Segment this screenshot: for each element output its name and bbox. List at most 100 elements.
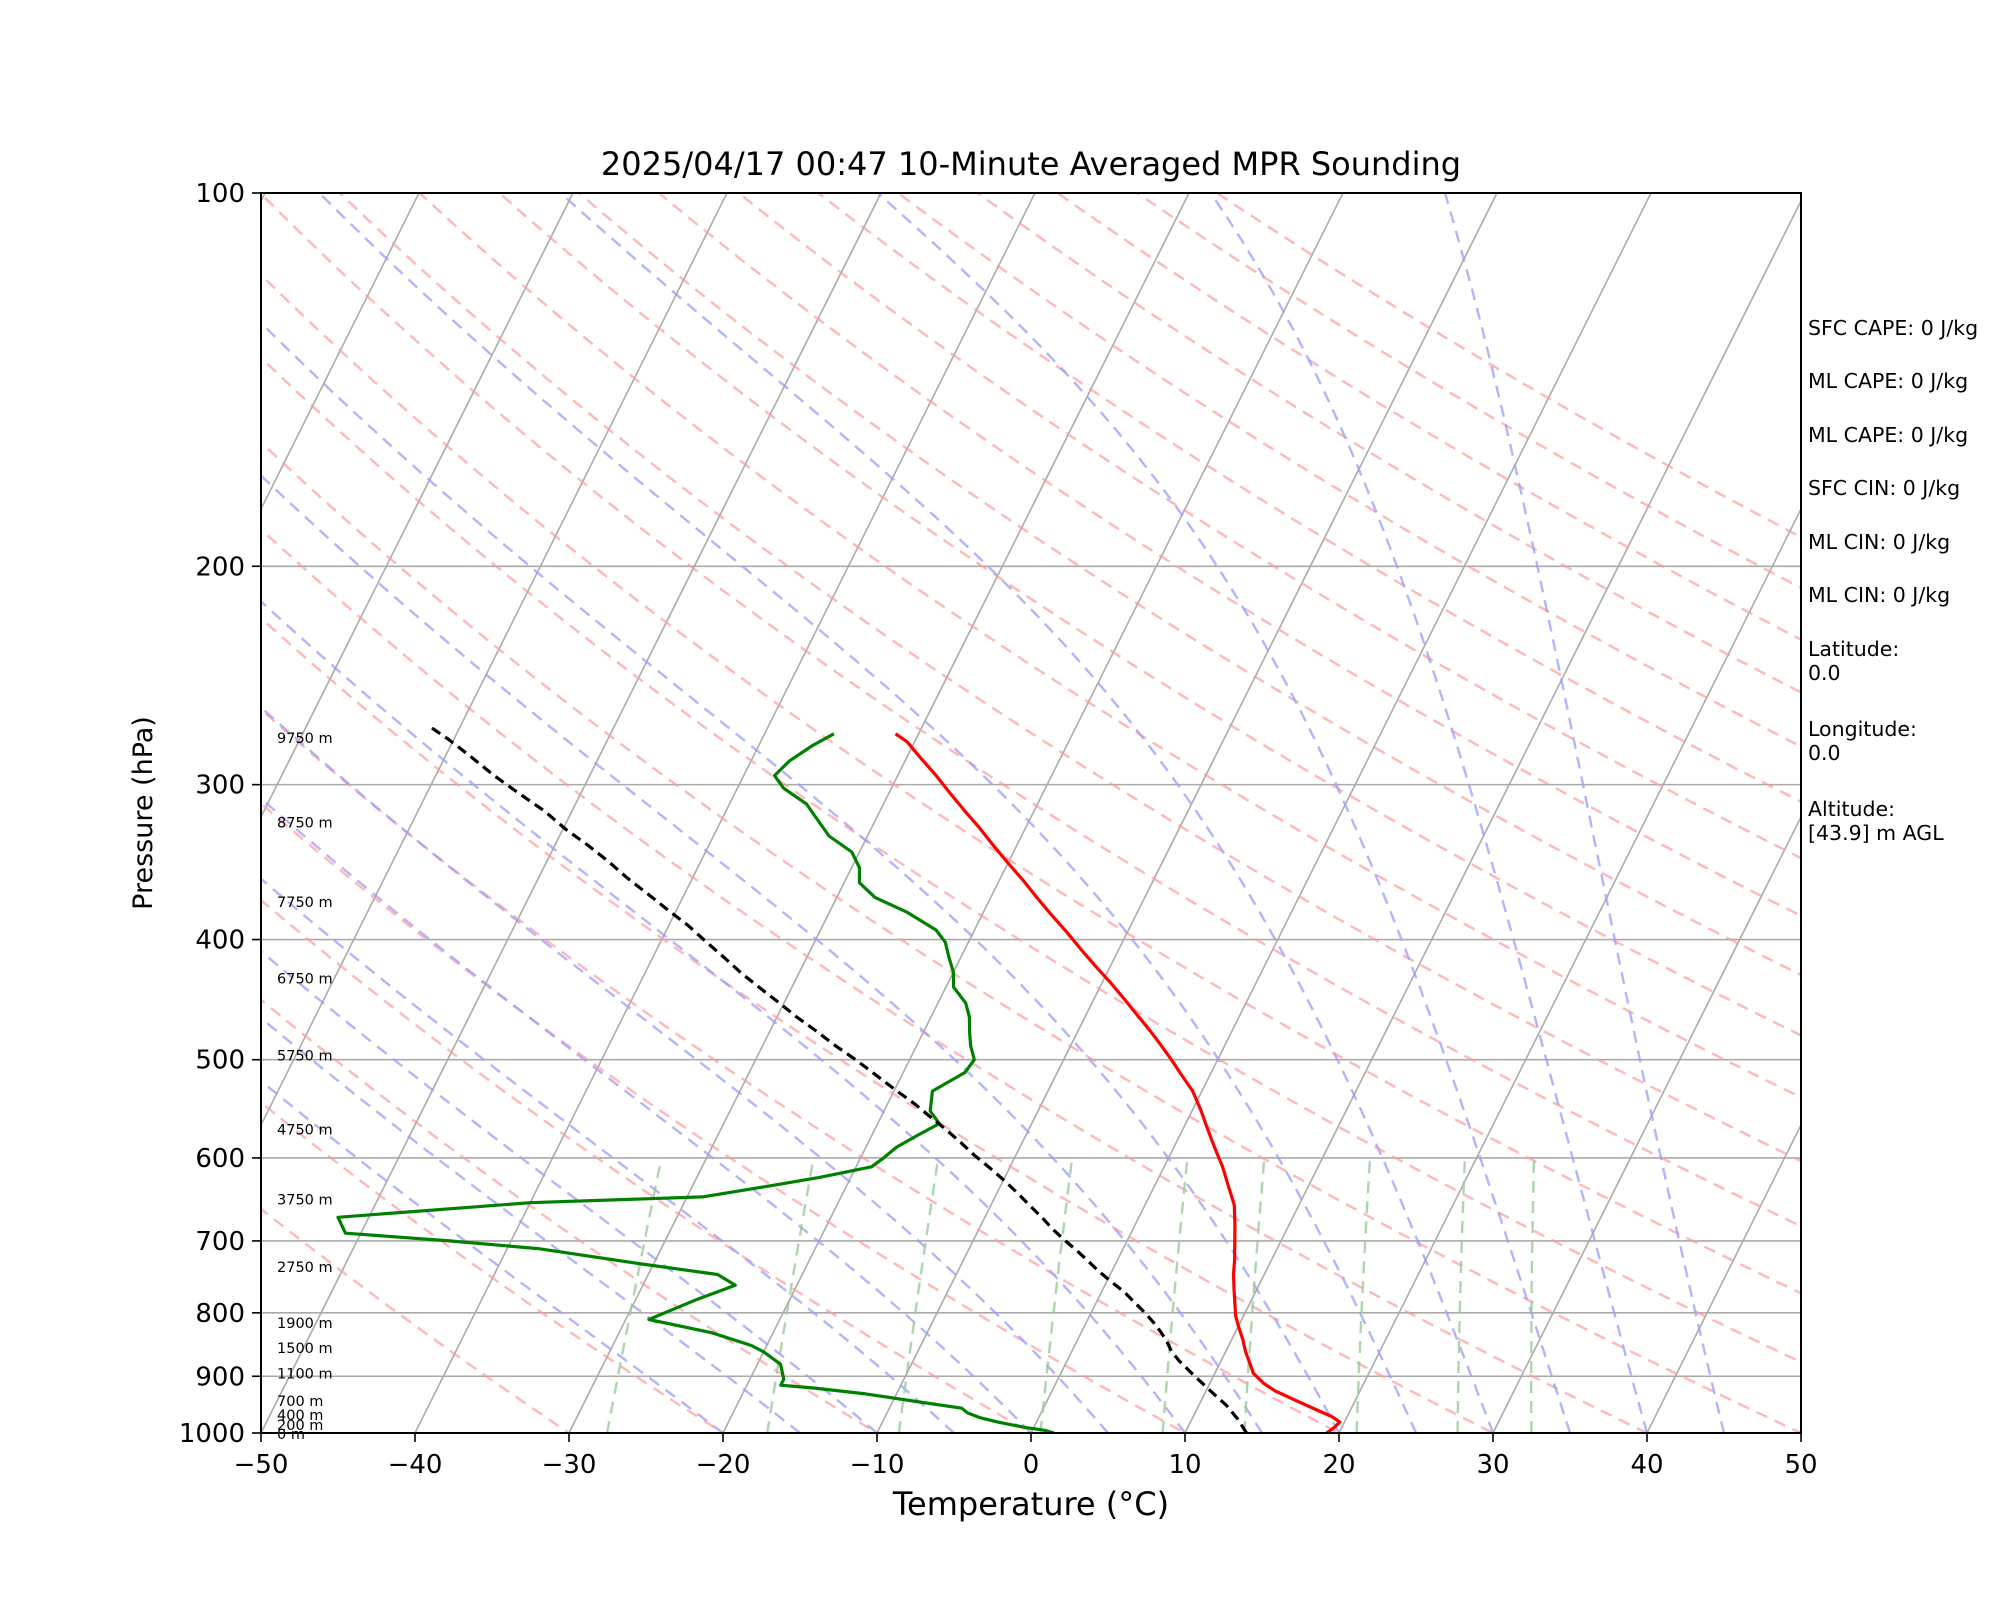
y-tick-label: 700 (195, 1227, 245, 1257)
height-label: 0 m (277, 1427, 305, 1443)
moist-adiabat-line (876, 193, 1572, 1433)
ml-cin-text-2: ML CIN: 0 J/kg (1808, 583, 1951, 607)
dry-adiabat-line (261, 998, 880, 1433)
moist-adiabat-line (261, 949, 878, 1433)
y-tick-label: 500 (195, 1046, 245, 1076)
isotherm-line (1492, 815, 1801, 1433)
moist-adiabat-line (559, 193, 1495, 1433)
longitude-value: 0.0 (1808, 741, 1841, 765)
height-label: 1900 m (277, 1316, 333, 1332)
moist-adiabat-line (261, 1079, 724, 1433)
isotherm-line (1646, 1123, 1801, 1433)
dry-adiabat-line (736, 193, 1801, 860)
sfc-cin-text: SFC CIN: 0 J/kg (1808, 476, 1961, 500)
mixing-ratio-line (1355, 1157, 1372, 1433)
height-label: 7750 m (277, 895, 333, 911)
moist-adiabat-line (261, 599, 1186, 1433)
x-tick-label: 20 (1322, 1450, 1355, 1480)
height-label: 200 m (277, 1418, 323, 1434)
isotherm-line (1030, 193, 1652, 1433)
y-tick-label: 600 (195, 1144, 245, 1174)
height-label: 5750 m (277, 1048, 333, 1064)
mixing-ratio-line (897, 1157, 940, 1433)
dry-adiabat-line (417, 193, 1801, 1099)
dry-adiabat-line (261, 193, 1801, 1228)
moist-adiabat-line (261, 1016, 801, 1433)
dewpoint-profile-line (336, 732, 1055, 1433)
height-label: 3750 m (277, 1192, 333, 1208)
y-axis-title: Pressure (hPa) (128, 716, 159, 910)
height-label: 8750 m (277, 816, 333, 832)
longitude-label: Longitude: (1808, 717, 1917, 741)
mixing-ratio-line (1161, 1157, 1189, 1433)
x-tick-label: 50 (1784, 1450, 1817, 1480)
altitude-label: Altitude: (1808, 797, 1896, 821)
height-label: 4750 m (277, 1122, 333, 1138)
isotherm-line (568, 193, 1190, 1433)
isotherm-line (0, 136, 139, 1459)
isotherm-line (876, 193, 1498, 1433)
mixing-ratio-line (1529, 1157, 1536, 1433)
x-tick-label: −20 (696, 1450, 751, 1480)
x-tick-label: −10 (850, 1450, 905, 1480)
x-tick-label: −50 (234, 1450, 289, 1480)
mixing-ratio-line (766, 1157, 815, 1433)
y-axis-ticks: 100 200 300 400 500 600 700 800 900 1000 (179, 179, 261, 1449)
dry-adiabat-line (896, 193, 1801, 748)
dry-adiabat-line (261, 440, 1801, 1433)
x-tick-label: −40 (388, 1450, 443, 1480)
moist-adiabat-line (261, 473, 1264, 1433)
height-label: 400 m (277, 1408, 323, 1424)
moist-adiabat-line (318, 193, 1418, 1433)
dry-adiabat-line (261, 273, 1801, 1295)
reference-lines (0, 136, 1801, 1459)
x-tick-label: 30 (1476, 1450, 1509, 1480)
mixing-ratio-line (605, 1157, 663, 1433)
sfc-cape-text: SFC CAPE: 0 J/kg (1808, 316, 1979, 340)
profile-lines (336, 726, 1342, 1433)
isotherm-line (414, 193, 1036, 1433)
dry-adiabat-line (338, 193, 1801, 1163)
isotherm-line (1184, 199, 1801, 1433)
dry-adiabat-line (497, 193, 1801, 1037)
ml-cape-text-2: ML CAPE: 0 J/kg (1808, 423, 1969, 447)
dry-adiabat-line (261, 355, 1801, 1364)
x-tick-label: 10 (1168, 1450, 1201, 1480)
height-label: 2750 m (277, 1260, 333, 1276)
y-tick-label: 200 (195, 552, 245, 582)
moist-adiabat-line (1443, 193, 1726, 1433)
y-tick-label: 1000 (179, 1419, 245, 1449)
isotherm-line (261, 193, 728, 1127)
y-tick-label: 400 (195, 926, 245, 956)
mixing-ratio-line (1039, 1157, 1074, 1433)
height-labels: 9750 m 8750 m 7750 m 6750 m 5750 m 4750 m 3750… (277, 731, 333, 1443)
isotherm-line (261, 193, 574, 819)
height-label: 1100 m (277, 1366, 333, 1382)
isotherm-line (261, 193, 420, 511)
y-tick-label: 100 (195, 179, 245, 209)
y-tick-label: 800 (195, 1299, 245, 1329)
dry-adiabat-line (261, 801, 1188, 1433)
y-tick-label: 900 (195, 1362, 245, 1392)
ml-cin-text: ML CIN: 0 J/kg (1808, 530, 1951, 554)
dry-adiabat-line (261, 1101, 726, 1433)
temperature-profile-line (894, 732, 1342, 1433)
ml-cape-text: ML CAPE: 0 J/kg (1808, 369, 1969, 393)
moist-adiabat-line (261, 796, 1032, 1433)
chart-title: 2025/04/17 00:47 10-Minute Averaged MPR … (601, 145, 1461, 183)
dry-adiabat-line (261, 527, 1650, 1433)
height-label: 6750 m (277, 972, 333, 988)
moist-adiabat-line (261, 321, 1341, 1433)
parcel-profile-line (430, 726, 1248, 1433)
x-tick-label: −30 (542, 1450, 597, 1480)
height-label: 1500 m (277, 1341, 333, 1357)
latitude-value: 0.0 (1808, 661, 1841, 685)
y-tick-label: 300 (195, 771, 245, 801)
isotherm-line (1338, 507, 1801, 1433)
altitude-value: [43.9] m AGL (1808, 821, 1944, 845)
moist-adiabat-line (1209, 193, 1649, 1433)
x-tick-label: 40 (1630, 1450, 1663, 1480)
latitude-label: Latitude: (1808, 637, 1900, 661)
x-axis-title: Temperature (°C) (892, 1485, 1169, 1523)
